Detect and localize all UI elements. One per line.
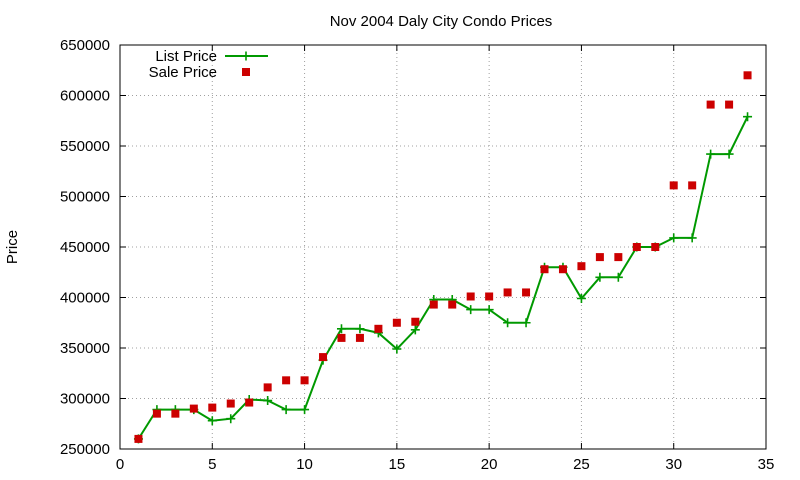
sale-price-point	[189, 404, 198, 413]
list-price-point	[466, 305, 476, 315]
y-tick-label: 400000	[60, 290, 110, 307]
y-tick-label: 450000	[60, 239, 110, 256]
sale-price-point	[448, 300, 457, 309]
y-tick-label: 300000	[60, 391, 110, 408]
y-tick-label: 650000	[60, 37, 110, 54]
list-price-point	[613, 272, 623, 282]
chart-title: Nov 2004 Daly City Condo Prices	[330, 13, 553, 30]
sale-price-point	[429, 300, 438, 309]
x-tick-label: 15	[389, 456, 406, 473]
list-price-point	[687, 233, 697, 243]
series-1	[134, 71, 752, 443]
list-price-point	[595, 272, 605, 282]
sale-price-point	[614, 253, 623, 262]
sale-price-point	[226, 399, 235, 408]
sale-price-point	[171, 409, 180, 418]
sale-price-point	[743, 71, 752, 80]
list-price-point	[706, 149, 716, 159]
sale-price-point	[263, 383, 272, 392]
list-price-point	[743, 112, 753, 122]
series-0	[133, 112, 753, 444]
list-price-point	[484, 305, 494, 315]
legend-marker-sale-price	[242, 68, 250, 76]
sale-price-point	[319, 353, 328, 362]
sale-price-point	[540, 265, 549, 274]
y-tick-label: 500000	[60, 189, 110, 206]
list-price-point	[300, 405, 310, 415]
sale-price-point	[595, 253, 604, 262]
series-layer	[133, 71, 753, 444]
legend-label-sale-price: Sale Price	[149, 64, 217, 81]
legend-label-list-price: List Price	[155, 48, 217, 65]
sale-price-point	[725, 100, 734, 109]
list-price-point	[503, 318, 513, 328]
list-price-point	[724, 149, 734, 159]
sale-price-point	[282, 376, 291, 385]
sale-price-point	[522, 288, 531, 297]
sale-price-point	[152, 409, 161, 418]
list-price-point	[392, 344, 402, 354]
y-axis-label: Price	[4, 230, 21, 264]
x-tick-label: 25	[573, 456, 590, 473]
sale-price-point	[355, 333, 364, 342]
y-tick-label: 550000	[60, 138, 110, 155]
y-tick-label: 600000	[60, 88, 110, 105]
grid-lines	[120, 45, 766, 449]
list-price-point	[521, 318, 531, 328]
legend: List Price Sale Price	[149, 48, 268, 81]
sale-price-point	[503, 288, 512, 297]
list-price-point	[669, 233, 679, 243]
sale-price-point	[374, 324, 383, 333]
list-price-point	[355, 324, 365, 334]
sale-price-point	[558, 265, 567, 274]
x-tick-label: 10	[296, 456, 313, 473]
list-price-point	[576, 294, 586, 304]
sale-price-point	[300, 376, 309, 385]
list-price-line	[137, 116, 749, 440]
x-tick-label: 5	[208, 456, 216, 473]
list-price-point	[207, 416, 217, 426]
x-tick-label: 20	[481, 456, 498, 473]
legend-marker-list-price	[241, 51, 251, 61]
list-price-point	[410, 325, 420, 335]
sale-price-point	[577, 262, 586, 271]
x-tick-label: 0	[116, 456, 124, 473]
sale-price-point	[669, 181, 678, 190]
sale-price-point	[392, 318, 401, 327]
y-tick-label: 250000	[60, 441, 110, 458]
sale-price-point	[245, 398, 254, 407]
sale-price-point	[706, 100, 715, 109]
x-tick-label: 35	[758, 456, 775, 473]
y-tick-label: 350000	[60, 340, 110, 357]
sale-price-point	[208, 403, 217, 412]
sale-price-point	[466, 292, 475, 301]
list-price-point	[281, 405, 291, 415]
sale-price-point	[485, 292, 494, 301]
sale-price-point	[651, 243, 660, 251]
x-tick-label: 30	[665, 456, 682, 473]
list-price-point	[336, 324, 346, 334]
axis-ticks: 0 5 10 15 20 25 30 35 250000 300000 350000 400000 45…	[60, 37, 774, 473]
sale-price-point	[632, 243, 641, 251]
sale-price-point	[337, 333, 346, 342]
sale-price-point	[134, 434, 143, 443]
list-price-point	[263, 396, 273, 406]
list-price-point	[226, 414, 236, 424]
sale-price-point	[688, 181, 697, 190]
sale-price-point	[411, 317, 420, 326]
